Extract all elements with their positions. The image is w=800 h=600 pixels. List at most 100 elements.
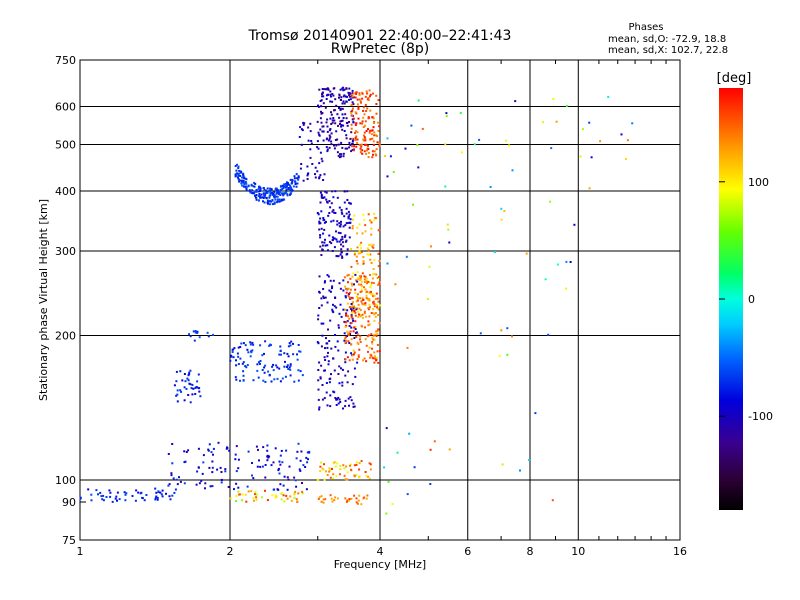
echo-point	[265, 197, 268, 200]
echo-point	[372, 357, 375, 360]
echo-point	[344, 113, 347, 116]
echo-point	[280, 185, 283, 188]
echo-point	[365, 277, 368, 280]
echo-point	[281, 492, 284, 494]
echo-point	[251, 474, 253, 477]
echo-point	[196, 470, 199, 473]
echo-point	[283, 475, 286, 478]
data-points	[79, 86, 634, 515]
echo-point	[329, 476, 332, 479]
echo-point	[240, 342, 243, 345]
echo-point	[196, 330, 199, 333]
echo-point	[330, 373, 332, 376]
echo-point	[347, 334, 350, 337]
echo-point	[355, 474, 358, 477]
echo-point	[361, 302, 364, 305]
echo-point	[352, 330, 355, 333]
echo-point	[251, 349, 254, 352]
echo-point	[310, 142, 313, 145]
echo-point	[258, 361, 260, 364]
echo-point	[349, 95, 351, 98]
echo-point	[565, 287, 568, 290]
echo-point	[348, 325, 351, 327]
chart-title: Tromsø 20140901 22:40:00–22:41:43	[248, 28, 512, 44]
echo-point	[216, 468, 219, 471]
echo-point	[364, 303, 367, 306]
echo-point	[367, 116, 370, 119]
echo-point	[259, 190, 262, 192]
echo-point	[344, 337, 346, 340]
echo-point	[344, 240, 347, 243]
chart-subtitle: RwPretec (8p)	[331, 41, 429, 57]
echo-point	[263, 366, 266, 369]
echo-point	[367, 350, 369, 353]
echo-point	[263, 189, 266, 191]
echo-point	[255, 194, 258, 196]
echo-point	[290, 182, 293, 185]
x-tick-label: 6	[464, 545, 471, 558]
echo-point	[335, 306, 338, 309]
echo-point	[364, 276, 367, 278]
echo-point	[321, 248, 324, 251]
echo-point	[288, 366, 291, 369]
echo-point	[374, 153, 377, 156]
echo-point	[168, 495, 171, 498]
echo-point	[353, 326, 356, 329]
echo-point	[189, 369, 192, 372]
echo-point	[362, 109, 365, 112]
echo-point	[352, 353, 355, 356]
echo-point	[109, 495, 112, 498]
echo-point	[234, 376, 237, 379]
echo-point	[351, 284, 354, 287]
echo-point	[375, 335, 378, 337]
echo-point	[326, 150, 329, 153]
echo-point	[349, 288, 352, 291]
echo-point	[196, 380, 199, 383]
echo-point	[360, 145, 363, 148]
echo-point	[155, 491, 158, 494]
echo-point	[369, 138, 372, 141]
echo-point	[254, 194, 256, 197]
echo-point	[234, 165, 237, 167]
echo-point	[186, 377, 189, 380]
echo-point	[356, 131, 359, 134]
echo-point	[346, 356, 349, 359]
echo-point	[358, 468, 361, 471]
echo-point	[447, 228, 450, 231]
echo-point	[346, 320, 349, 323]
echo-point	[363, 281, 366, 283]
echo-point	[371, 137, 374, 140]
echo-point	[310, 140, 313, 142]
echo-point	[270, 380, 273, 383]
echo-point	[276, 377, 279, 380]
echo-point	[237, 346, 240, 349]
echo-point	[284, 360, 286, 363]
echo-point	[353, 145, 355, 148]
echo-point	[329, 93, 332, 96]
echo-point	[231, 351, 234, 353]
echo-point	[297, 175, 300, 178]
echo-point	[340, 125, 343, 128]
echo-point	[298, 468, 301, 471]
echo-point	[340, 153, 343, 156]
echo-point	[266, 199, 269, 202]
echo-point	[357, 252, 360, 255]
y-tick-label: 500	[55, 139, 76, 152]
echo-point	[352, 310, 355, 313]
echo-point	[631, 122, 634, 125]
echo-point	[342, 95, 345, 98]
echo-point	[237, 467, 240, 470]
echo-point	[350, 127, 353, 130]
echo-point	[348, 226, 351, 229]
echo-point	[137, 491, 140, 494]
echo-point	[280, 353, 282, 356]
echo-point	[330, 111, 332, 114]
echo-point	[250, 490, 253, 493]
echo-point	[362, 213, 365, 216]
echo-point	[125, 492, 128, 495]
echo-point	[123, 491, 126, 494]
echo-point	[266, 454, 269, 457]
echo-point	[272, 363, 275, 366]
colorbar-tick-label: 100	[748, 176, 769, 189]
echo-point	[373, 219, 376, 222]
